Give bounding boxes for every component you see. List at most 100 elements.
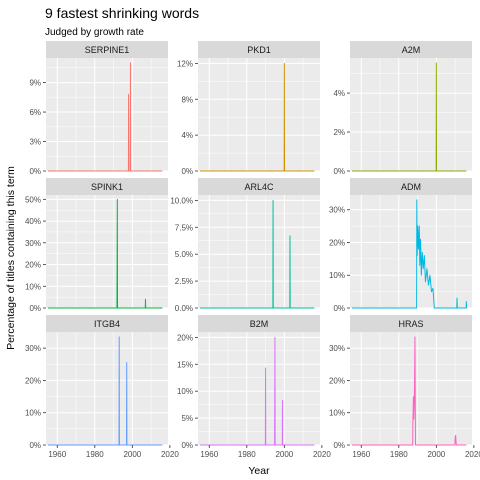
panel-strip: [46, 178, 168, 195]
x-tick-label: 2000: [275, 450, 293, 459]
x-tick-label: 1980: [390, 450, 408, 459]
y-tick-label: 20%: [25, 376, 41, 385]
panel-strip: [198, 41, 320, 58]
panel-strip-label: SPINK1: [91, 182, 123, 192]
panel-grid: SERPINE1 0% 3% 6% 9% PKD1 0% 4% 8% 12% A2M 0% 2% 4% SP…: [25, 41, 480, 459]
series-line-serpine1: [47, 62, 163, 172]
series-line-a2m: [351, 62, 467, 172]
y-tick-label: 10%: [329, 271, 345, 280]
panel-strip-label: PKD1: [247, 45, 271, 55]
panel-a2m: A2M 0% 2% 4%: [333, 41, 472, 176]
y-tick-label: 5%: [181, 414, 193, 423]
panel-background: [350, 58, 472, 171]
y-tick-label: 0.0%: [175, 304, 193, 313]
series-line-pkd1: [199, 62, 315, 172]
panel-background: [198, 332, 320, 445]
series-line-hras: [351, 336, 467, 446]
y-tick-label: 10%: [329, 409, 345, 418]
x-tick-label: 1960: [48, 450, 66, 459]
panel-strip: [350, 41, 472, 58]
y-tick-label: 30%: [329, 206, 345, 215]
series-line-spink1: [47, 198, 163, 309]
y-tick-label: 30%: [25, 239, 41, 248]
y-tick-label: 20%: [329, 376, 345, 385]
panel-pkd1: PKD1 0% 4% 8% 12%: [177, 41, 320, 176]
panel-strip: [350, 315, 472, 332]
panel-background: [198, 195, 320, 308]
panel-strip: [46, 41, 168, 58]
y-tick-label: 20%: [25, 261, 41, 270]
x-tick-label: 2020: [161, 450, 179, 459]
y-tick-label: 20%: [329, 238, 345, 247]
panel-strip-label: B2M: [250, 319, 269, 329]
y-axis-title: Percentage of titles containing this ter…: [5, 166, 17, 350]
y-tick-label: 15%: [177, 360, 193, 369]
x-tick-label: 1960: [200, 450, 218, 459]
y-tick-label: 30%: [25, 344, 41, 353]
panel-background: [46, 58, 168, 171]
x-tick-label: 2020: [313, 450, 331, 459]
chart-title: 9 fastest shrinking words: [45, 5, 199, 21]
y-tick-label: 12%: [177, 59, 193, 68]
y-tick-label: 9%: [29, 79, 41, 88]
panel-strip: [198, 315, 320, 332]
panel-strip-label: ADM: [401, 182, 421, 192]
panel-background: [350, 332, 472, 445]
y-tick-label: 0%: [181, 167, 193, 176]
y-tick-label: 0%: [29, 167, 41, 176]
x-tick-label: 1960: [352, 450, 370, 459]
y-tick-label: 0%: [181, 441, 193, 450]
panel-itgb4: ITGB4 0% 10% 20% 30% 1960 1980 2000 2020: [25, 315, 179, 459]
y-tick-label: 6%: [29, 108, 41, 117]
y-tick-label: 4%: [333, 89, 345, 98]
y-tick-label: 10%: [25, 409, 41, 418]
panel-serpine1: SERPINE1 0% 3% 6% 9%: [29, 41, 168, 176]
y-tick-label: 5.0%: [175, 250, 193, 259]
x-axis-title: Year: [248, 465, 270, 477]
panel-strip-label: ARL4C: [244, 182, 274, 192]
y-tick-label: 0%: [333, 441, 345, 450]
series-line-itgb4: [47, 336, 163, 446]
y-tick-label: 2%: [333, 128, 345, 137]
y-tick-label: 40%: [25, 217, 41, 226]
y-tick-label: 7.5%: [175, 223, 193, 232]
panel-strip-label: SERPINE1: [85, 45, 130, 55]
panel-b2m: B2M 0% 5% 10% 15% 20% 1960 1980 2000 2020: [177, 315, 331, 459]
panel-strip-label: ITGB4: [94, 319, 120, 329]
panel-strip: [350, 178, 472, 195]
x-tick-label: 2020: [465, 450, 480, 459]
x-tick-label: 1980: [86, 450, 104, 459]
panel-strip-label: A2M: [402, 45, 421, 55]
series-line-arl4c: [199, 199, 315, 309]
panel-background: [46, 195, 168, 308]
y-tick-label: 50%: [25, 195, 41, 204]
panel-strip: [46, 315, 168, 332]
series-line-b2m: [199, 336, 315, 446]
panel-background: [46, 332, 168, 445]
panel-arl4c: ARL4C 0.0% 2.5% 5.0% 7.5% 10.0%: [170, 178, 320, 313]
x-tick-label: 1980: [238, 450, 256, 459]
x-tick-label: 2000: [123, 450, 141, 459]
y-tick-label: 30%: [329, 344, 345, 353]
panel-adm: ADM 0% 10% 20% 30%: [329, 178, 472, 313]
y-tick-label: 10%: [25, 282, 41, 291]
y-tick-label: 0%: [29, 441, 41, 450]
y-tick-label: 4%: [181, 131, 193, 140]
panel-hras: HRAS 0% 10% 20% 30% 1960 1980 2000 2020: [329, 315, 480, 459]
series-line-adm: [351, 199, 468, 309]
panel-background: [198, 58, 320, 171]
chart-subtitle: Judged by growth rate: [45, 27, 144, 38]
y-tick-label: 10%: [177, 387, 193, 396]
y-tick-label: 3%: [29, 138, 41, 147]
y-tick-label: 0%: [333, 304, 345, 313]
y-tick-label: 8%: [181, 95, 193, 104]
y-tick-label: 10.0%: [170, 196, 193, 205]
panel-background: [350, 195, 472, 308]
panel-strip-label: HRAS: [398, 319, 423, 329]
y-tick-label: 0%: [29, 304, 41, 313]
panel-spink1: SPINK1 0% 10% 20% 30% 40% 50%: [25, 178, 168, 313]
panel-strip: [198, 178, 320, 195]
x-tick-label: 2000: [427, 450, 445, 459]
y-tick-label: 2.5%: [175, 277, 193, 286]
